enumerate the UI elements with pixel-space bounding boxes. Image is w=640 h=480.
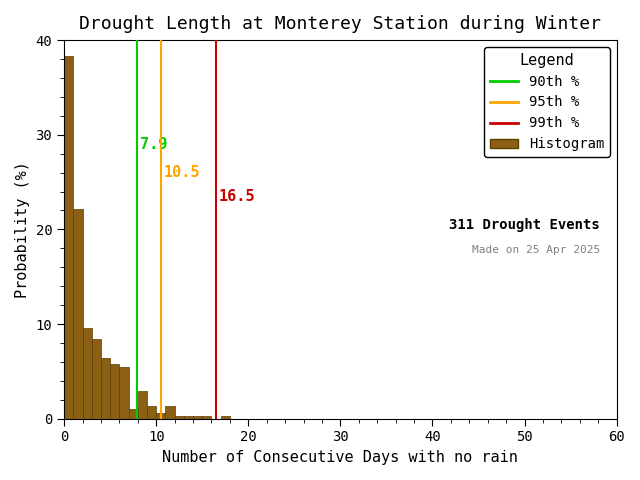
- X-axis label: Number of Consecutive Days with no rain: Number of Consecutive Days with no rain: [163, 450, 518, 465]
- Bar: [221, 416, 230, 419]
- Bar: [138, 391, 147, 419]
- Bar: [193, 416, 202, 419]
- Bar: [156, 413, 165, 419]
- Bar: [129, 409, 138, 419]
- Bar: [92, 339, 101, 419]
- Text: 7.9: 7.9: [140, 137, 167, 152]
- Title: Drought Length at Monterey Station during Winter: Drought Length at Monterey Station durin…: [79, 15, 602, 33]
- Legend: 90th %, 95th %, 99th %, Histogram: 90th %, 95th %, 99th %, Histogram: [484, 47, 610, 157]
- Text: 311 Drought Events: 311 Drought Events: [449, 218, 600, 232]
- Text: Made on 25 Apr 2025: Made on 25 Apr 2025: [472, 244, 600, 254]
- Y-axis label: Probability (%): Probability (%): [15, 161, 30, 298]
- Bar: [110, 364, 120, 419]
- Text: 16.5: 16.5: [219, 189, 255, 204]
- Bar: [175, 416, 184, 419]
- Bar: [184, 416, 193, 419]
- Bar: [74, 208, 83, 419]
- Bar: [202, 416, 211, 419]
- Bar: [83, 328, 92, 419]
- Bar: [64, 56, 74, 419]
- Bar: [101, 358, 110, 419]
- Bar: [120, 367, 129, 419]
- Text: 10.5: 10.5: [164, 165, 200, 180]
- Bar: [147, 407, 156, 419]
- Bar: [165, 407, 175, 419]
